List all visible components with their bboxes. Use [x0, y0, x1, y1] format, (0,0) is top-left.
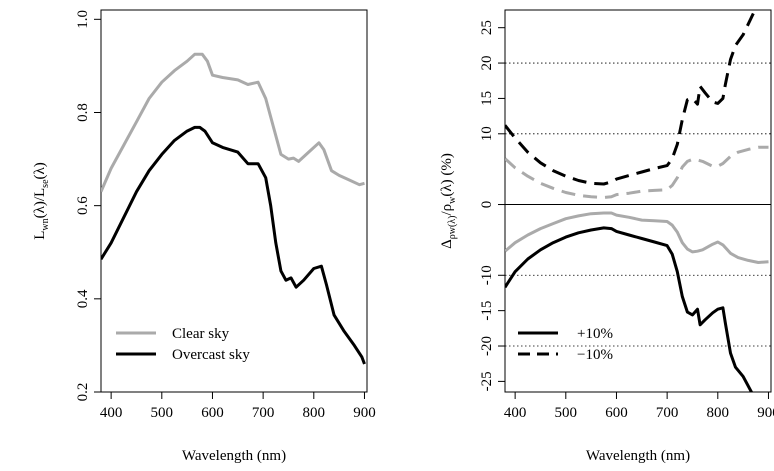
y-tick-label: 0.4 — [75, 289, 91, 308]
legend-label-plus10: +10% — [577, 326, 613, 342]
left-x-axis: 400 500 600 700 800 900 — [100, 392, 376, 421]
right-series-group — [505, 12, 769, 392]
x-tick-label: 500 — [555, 405, 578, 421]
left-plot-frame — [100, 9, 368, 393]
right-legend: +10% −10% — [518, 326, 613, 363]
x-tick-label: 400 — [100, 405, 123, 421]
series-line-2 — [505, 145, 769, 199]
right-y-axis: -25 -20 -15 -10 0 10 15 20 25 — [479, 20, 505, 391]
series-line-1 — [505, 12, 755, 186]
right-x-axis-title: Wavelength (nm) — [586, 448, 690, 464]
left-y-axis-title-mid: (λ)/L — [32, 188, 48, 219]
legend-label-overcast-sky: Overcast sky — [172, 347, 250, 363]
y-tick-label: 15 — [479, 91, 495, 106]
series-line-3 — [505, 211, 769, 264]
x-tick-label: 700 — [656, 405, 679, 421]
y-tick-label: 20 — [479, 56, 495, 71]
right-x-axis: 400 500 600 700 800 900 — [504, 392, 774, 421]
y-tick-label: -10 — [479, 265, 495, 285]
y-tick-label: 0.8 — [75, 103, 91, 122]
x-tick-label: 500 — [151, 405, 174, 421]
y-tick-label: -20 — [479, 336, 495, 356]
y-tick-label: 1.0 — [75, 10, 91, 29]
x-tick-label: 800 — [303, 405, 326, 421]
y-tick-label: 0.6 — [75, 196, 91, 215]
right-reference-lines — [505, 62, 771, 347]
left-y-axis-title: Lwn(λ)/Lse(λ) — [32, 162, 51, 240]
right-y-axis-title-sub2: w — [447, 196, 458, 204]
y-tick-label: -15 — [479, 301, 495, 321]
legend-label-minus10: −10% — [577, 347, 613, 363]
right-y-axis-title: Δρw(λ)/ρw(λ) (%) — [439, 153, 458, 249]
y-tick-label: 0.2 — [75, 383, 91, 402]
left-legend: Clear sky Overcast sky — [116, 326, 250, 363]
right-chart-panel: 400 500 600 700 800 900 -25 -20 -15 -10 0 10 15 20 25… — [439, 9, 774, 464]
series-line-1 — [101, 52, 365, 193]
y-tick-label: 10 — [479, 126, 495, 141]
left-y-axis-title-sub1: wn — [40, 218, 51, 230]
x-tick-label: 400 — [504, 405, 527, 421]
x-tick-label: 600 — [201, 405, 224, 421]
y-tick-label: -25 — [479, 371, 495, 391]
right-y-axis-title-end: (λ) (%) — [439, 153, 455, 197]
x-tick-label: 900 — [757, 405, 774, 421]
y-tick-label: 0 — [479, 201, 495, 209]
right-plot-frame — [504, 9, 772, 393]
x-tick-label: 800 — [707, 405, 730, 421]
right-y-axis-title-mid: /ρ — [439, 204, 455, 216]
left-series-group — [101, 52, 366, 365]
left-chart-panel: 400 500 600 700 800 900 0.2 0.4 0.6 0.8 1.0 Wavel… — [32, 9, 376, 464]
series-line-4 — [505, 226, 754, 392]
left-x-axis-title: Wavelength (nm) — [182, 448, 286, 464]
legend-label-clear-sky: Clear sky — [172, 326, 230, 342]
y-tick-label: 25 — [479, 20, 495, 35]
left-y-axis-title-end: (λ) — [32, 162, 48, 179]
left-y-axis: 0.2 0.4 0.6 0.8 1.0 — [75, 10, 101, 401]
x-tick-label: 600 — [605, 405, 628, 421]
left-y-axis-title-sub2: se — [40, 179, 51, 188]
x-tick-label: 900 — [353, 405, 376, 421]
right-y-axis-title-sub1: ρw(λ) — [447, 216, 458, 240]
x-tick-label: 700 — [252, 405, 275, 421]
series-line-2 — [101, 125, 366, 365]
